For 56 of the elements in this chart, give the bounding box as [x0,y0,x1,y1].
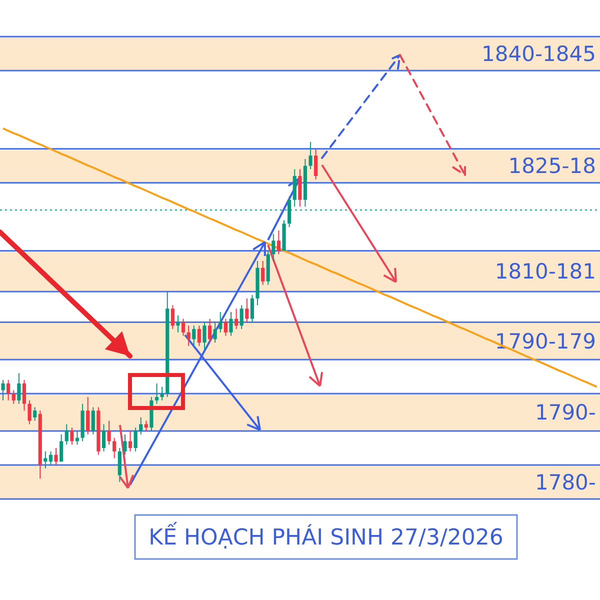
candlestick [154,382,159,404]
candlestick [54,448,58,466]
text: KẾ HOẠCH PHÁI SINH 27/3/2026 [148,522,504,551]
candlestick [144,420,148,432]
band-label: 1790- [534,400,596,425]
candlestick [261,260,265,286]
candlestick [234,308,238,330]
band-label: 1790-179 [494,329,596,354]
candlestick [134,427,138,452]
candlestick [181,318,186,336]
candlestick [28,400,32,425]
band-label: 1825-18 [508,154,596,178]
candlestick [102,424,106,452]
candlestick [308,142,312,170]
candlestick [60,434,64,462]
candlestick [112,437,116,459]
candlestick [123,434,127,456]
candlestick [202,322,206,350]
candlestick [48,450,53,466]
band-label: 1810-181 [494,260,596,284]
band-label: 1780- [534,470,596,494]
candlestick [44,450,48,469]
candlestick [118,448,122,482]
candlestick [91,406,95,435]
candlestick [64,424,68,446]
candlestick [314,148,318,180]
candlestick [107,420,111,446]
candlestick [292,168,296,208]
candlestick [224,318,228,336]
candlestick [229,312,233,336]
candlestick [186,325,190,346]
candlestick [276,230,281,255]
candlestick [139,416,143,435]
candlestick [70,427,74,446]
candlestick [192,325,196,346]
candlestick [272,233,276,262]
candlestick [160,386,164,401]
candlestick [245,298,249,323]
candlestick [218,312,222,333]
candlestick [1,380,5,401]
candlestick [240,304,244,330]
candlestick [33,406,37,422]
candlestick [208,318,212,344]
candlestick [12,390,16,404]
band-label: 1840-1845 [482,42,596,66]
candlestick [213,322,217,344]
candlestick [176,314,180,333]
candlestick [86,396,90,435]
candlestick [250,294,254,323]
candlestick [128,430,132,452]
candlestick [197,325,201,346]
candlestick [288,196,292,228]
candlestick [17,372,21,404]
candlestick [170,304,174,330]
candlestick [22,380,26,412]
candlestick [6,380,10,401]
